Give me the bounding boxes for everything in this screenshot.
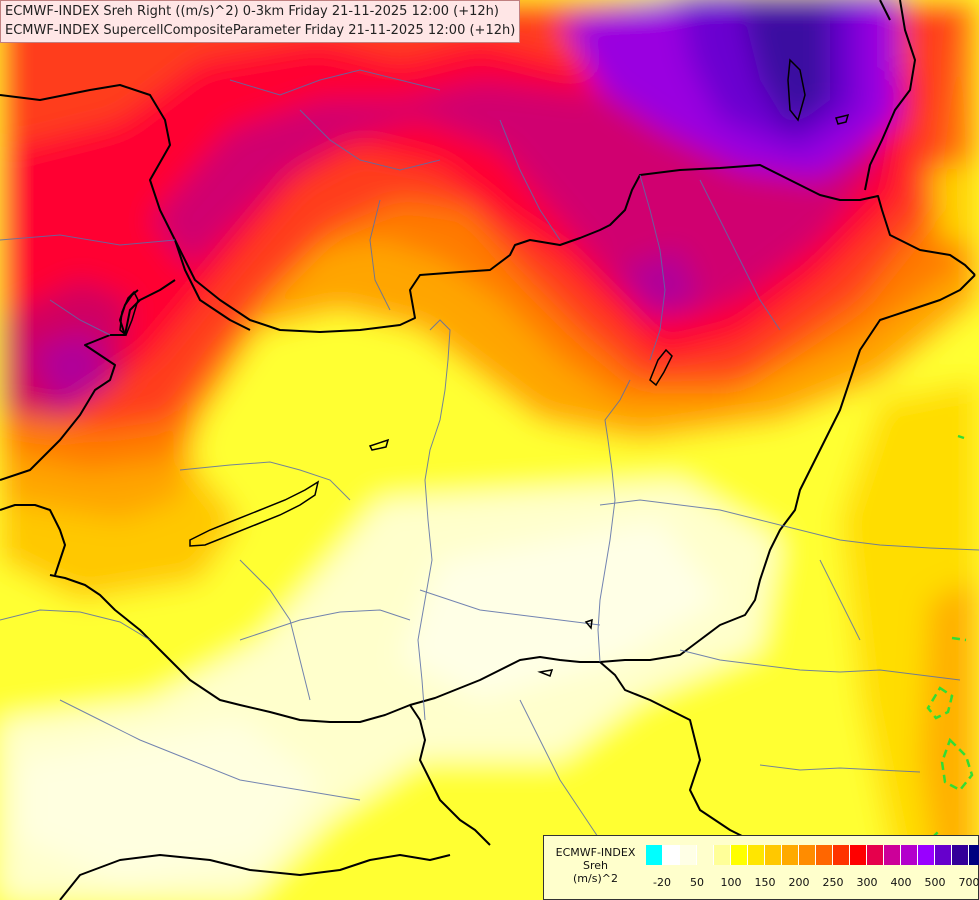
legend-swatch [731, 845, 748, 865]
legend-swatch [918, 845, 935, 865]
legend-swatch [867, 845, 884, 865]
map-title-box: ECMWF-INDEX Sreh Right ((m/s)^2) 0-3km F… [0, 0, 521, 43]
legend-swatch [969, 845, 979, 865]
legend-swatch [782, 845, 799, 865]
legend-swatch [833, 845, 850, 865]
legend-swatch [799, 845, 816, 865]
legend-tick: 200 [788, 876, 810, 889]
legend-tick: 700 [958, 876, 979, 889]
legend-tick: 50 [690, 876, 704, 889]
title-line-scp: ECMWF-INDEX SupercellCompositeParameter … [5, 23, 516, 38]
neusiedl-lake [119, 290, 139, 337]
legend-swatch [714, 845, 731, 865]
legend-swatch [816, 845, 833, 865]
legend-swatch [646, 845, 663, 865]
legend-tick: 150 [754, 876, 776, 889]
legend-tick: -20 [653, 876, 671, 889]
legend-swatch [935, 845, 952, 865]
legend-title-line2: Sreh [582, 859, 608, 872]
legend-tick: 300 [856, 876, 878, 889]
legend-swatch [748, 845, 765, 865]
legend-tick: 400 [890, 876, 912, 889]
legend-swatch [765, 845, 782, 865]
title-line-sreh: ECMWF-INDEX Sreh Right ((m/s)^2) 0-3km F… [5, 4, 499, 19]
legend-swatch [697, 845, 714, 865]
legend-swatch [952, 845, 969, 865]
legend-swatch [884, 845, 901, 865]
legend-swatch [850, 845, 867, 865]
color-legend: ECMWF-INDEX Sreh (m/s)^2 -20 50 100 150 200 2… [543, 835, 979, 900]
balaton-lake [189, 480, 320, 547]
legend-tick: 500 [924, 876, 946, 889]
legend-swatch [663, 845, 680, 865]
velence-lake [368, 438, 390, 451]
legend-swatch [680, 845, 697, 865]
legend-tick: 250 [822, 876, 844, 889]
legend-tick: 100 [720, 876, 742, 889]
legend-tick-labels: -20 50 100 150 200 250 300 400 500 700 [646, 876, 979, 890]
rivers [0, 69, 979, 841]
legend-swatch [901, 845, 918, 865]
legend-title-line1: ECMWF-INDEX [555, 846, 636, 859]
legend-color-scale [646, 845, 979, 865]
legend-title: ECMWF-INDEX Sreh (m/s)^2 [548, 846, 643, 885]
lakes [119, 58, 850, 677]
legend-title-line3: (m/s)^2 [573, 872, 618, 885]
